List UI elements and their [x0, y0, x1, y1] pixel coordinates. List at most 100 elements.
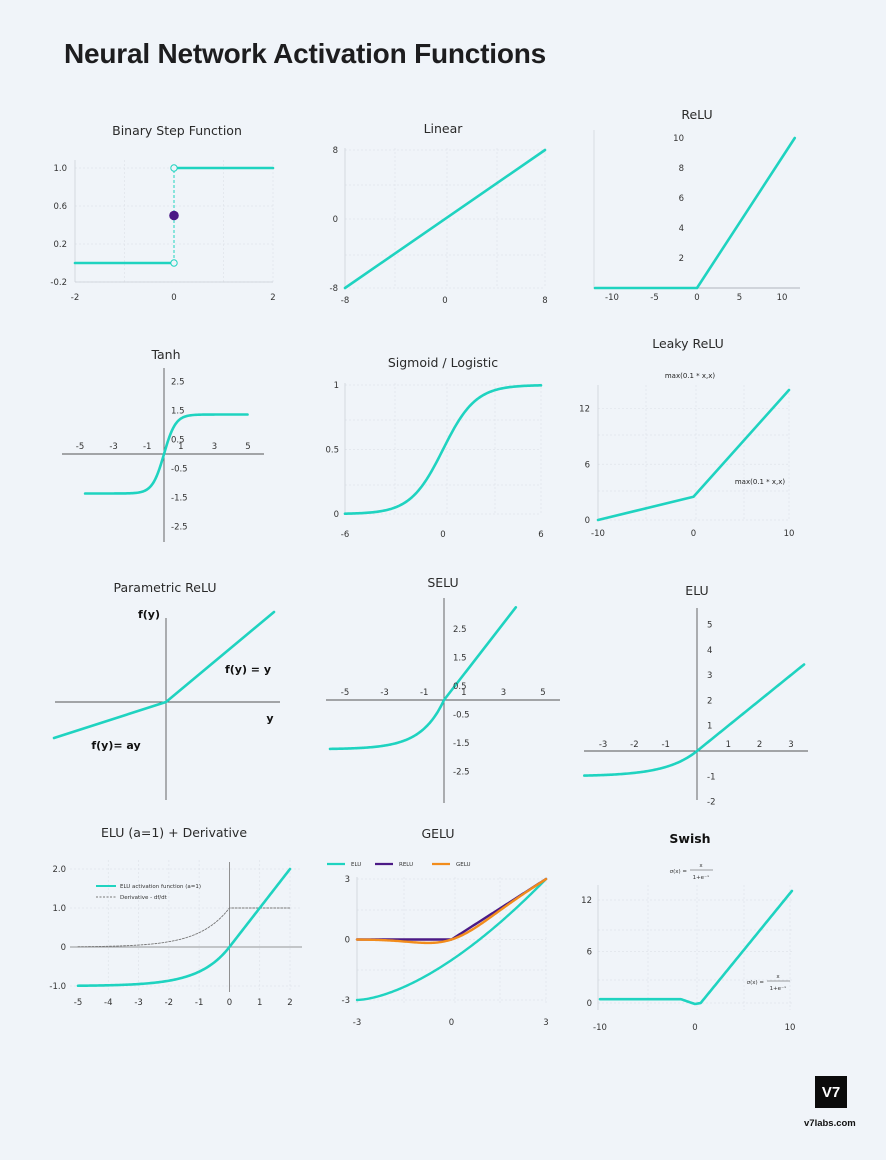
swish-curve — [598, 889, 794, 1006]
x-tick-label: 5 — [540, 688, 545, 698]
x-tick-label: 0 — [691, 529, 696, 539]
chart-binary-step: 1.0 0.6 0.2 -0.2 -2 0 2 Binary Step Function — [50, 123, 275, 303]
x-tick-label: 1 — [461, 688, 466, 698]
chart-relu: 10 8 6 4 2 -10 -5 0 5 10 ReLU — [593, 107, 800, 303]
relu-curve — [355, 877, 548, 941]
chart-title: Swish — [669, 831, 710, 846]
y-tick-label: 0 — [587, 999, 592, 1009]
x-tick-label: -1 — [420, 688, 428, 698]
formula-lhs: σ(x) = — [747, 980, 765, 986]
x-tick-label: -3 — [599, 740, 607, 750]
x-tick-label: -3 — [134, 998, 142, 1008]
y-tick-label: -0.5 — [171, 465, 188, 475]
filled-point — [169, 210, 179, 221]
y-tick-label: -2.5 — [171, 523, 188, 533]
y-tick-label: 8 — [333, 146, 338, 156]
y-tick-label: 0.5 — [325, 446, 339, 456]
prelu-line — [52, 610, 276, 740]
y-tick-label: -3 — [342, 996, 350, 1006]
x-tick-label: 5 — [245, 442, 250, 452]
x-tick-label: 0 — [449, 1018, 454, 1028]
elu-curve — [583, 663, 806, 777]
x-tick-label: -2 — [630, 740, 638, 750]
legend-label: GELU — [456, 862, 471, 868]
y-tick-label: 0.6 — [53, 202, 67, 212]
y-tick-label: -0.5 — [453, 710, 470, 720]
chart-title: GELU — [421, 826, 454, 841]
positive-region-label: f(y) = y — [225, 663, 271, 676]
open-point — [170, 259, 178, 267]
chart-title: Linear — [424, 121, 464, 136]
x-tick-label: -2 — [165, 998, 173, 1008]
x-tick-label: -5 — [74, 998, 82, 1008]
y-axis-label: f(y) — [138, 608, 160, 621]
y-tick-label: 0 — [61, 943, 66, 953]
site-link[interactable]: v7labs.com — [804, 1118, 856, 1129]
y-tick-label: -2 — [707, 798, 715, 808]
x-tick-label: -5 — [76, 442, 84, 452]
x-tick-label: 10 — [784, 529, 795, 539]
x-tick-label: 5 — [737, 293, 742, 303]
chart-gelu: 3 0 -3 -3 0 3 ELU RELU GELU GELU — [327, 826, 549, 1028]
formula-numerator: x — [776, 974, 780, 980]
y-tick-label: 2 — [707, 696, 712, 706]
x-tick-label: -1 — [195, 998, 203, 1008]
y-tick-label: 0.5 — [171, 436, 185, 446]
chart-swish: 12 6 0 -10 0 10 σ(x) = x 1+e⁻ˣ σ(x) = x 1+e⁻ˣ Swish — [581, 831, 795, 1033]
y-tick-label: 1.5 — [453, 653, 467, 663]
x-tick-label: -10 — [591, 529, 605, 539]
x-tick-label: -5 — [341, 688, 349, 698]
y-tick-label: -2.5 — [453, 767, 470, 777]
y-tick-label: 0.2 — [53, 240, 67, 250]
y-tick-label: 12 — [579, 405, 590, 415]
x-tick-label: 3 — [212, 442, 217, 452]
x-tick-label: 8 — [542, 296, 547, 306]
chart-title: Binary Step Function — [112, 123, 242, 138]
v7-logo[interactable]: V7 — [815, 1076, 847, 1108]
x-tick-label: 10 — [777, 293, 788, 303]
formula-annotation: max(0.1 * x,x) — [665, 372, 716, 380]
formula-numerator: x — [699, 863, 703, 869]
x-tick-label: 0 — [692, 1023, 697, 1033]
elu-curve — [76, 867, 292, 988]
y-tick-label: 6 — [587, 948, 592, 958]
elu-curve — [355, 877, 548, 1002]
x-tick-label: -10 — [593, 1023, 607, 1033]
y-tick-label: 1 — [707, 722, 712, 732]
x-tick-label: -10 — [605, 293, 619, 303]
x-tick-label: -6 — [341, 530, 349, 540]
formula-annotation: max(0.1 * x,x) — [735, 478, 786, 486]
chart-title: ELU (a=1) + Derivative — [101, 825, 247, 840]
selu-curve — [328, 606, 518, 751]
x-tick-label: 2 — [270, 293, 275, 303]
legend-label: ELU — [351, 862, 361, 868]
formula-lhs: σ(x) = — [670, 869, 688, 875]
formula-denominator: 1+e⁻ˣ — [693, 875, 710, 881]
x-tick-label: 1 — [257, 998, 262, 1008]
y-tick-label: 2.5 — [171, 378, 185, 388]
open-point — [170, 164, 178, 172]
y-tick-label: 2.0 — [52, 865, 66, 875]
chart-title: ELU — [685, 583, 708, 598]
page-title: Neural Network Activation Functions — [64, 38, 547, 69]
chart-parametric-relu: f(y) y f(y) = y f(y)= ay Parametric ReLU — [52, 580, 280, 800]
chart-title: Tanh — [150, 347, 180, 362]
x-tick-label: -3 — [353, 1018, 361, 1028]
chart-title: Parametric ReLU — [114, 580, 217, 595]
chart-title: Sigmoid / Logistic — [388, 355, 498, 370]
y-tick-label: -1.5 — [171, 494, 188, 504]
relu-line — [593, 136, 797, 290]
y-tick-label: 0.5 — [453, 682, 467, 692]
x-tick-label: 0 — [442, 296, 447, 306]
x-tick-label: 0 — [171, 293, 176, 303]
chart-linear: 8 0 -8-8 0 8 Linear — [330, 121, 548, 306]
y-tick-label: 0 — [345, 936, 350, 946]
y-tick-label: 6 — [585, 460, 590, 470]
y-tick-label: 4 — [679, 224, 684, 234]
y-tick-label: -8 — [330, 284, 338, 294]
y-tick-label: 1.0 — [53, 164, 67, 174]
x-axis-label: y — [266, 712, 273, 725]
y-tick-label: 0 — [585, 516, 590, 526]
y-tick-label: 6 — [679, 194, 684, 204]
leaky-relu-line — [596, 388, 791, 522]
